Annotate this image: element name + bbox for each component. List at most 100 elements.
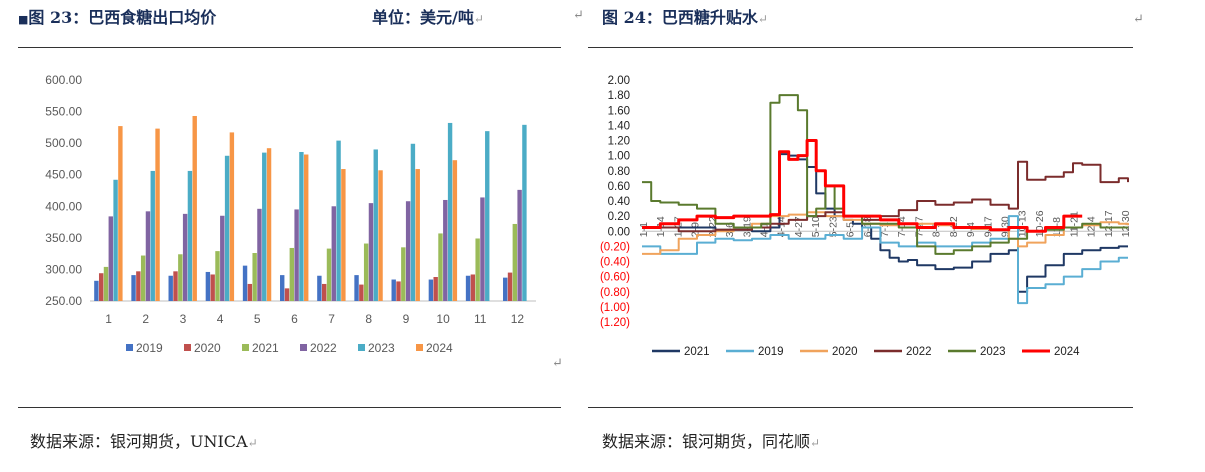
bar <box>168 275 173 301</box>
series-line <box>642 215 1128 305</box>
legend-label: 2022 <box>310 341 337 355</box>
series-line <box>642 139 1083 233</box>
x-tick-label: 5-23 <box>827 216 839 237</box>
bar <box>470 274 476 301</box>
bar <box>326 248 332 301</box>
x-tick-label: 11 <box>474 312 487 326</box>
series-line <box>642 160 1129 233</box>
legend-label: 2020 <box>832 346 858 358</box>
x-tick-label: 1-1 <box>638 222 650 237</box>
bar <box>113 179 118 301</box>
y-tick-label: 400.00 <box>45 199 82 213</box>
x-tick-label: 12-17 <box>1103 210 1115 237</box>
bar <box>354 275 359 301</box>
unit-label: 单位：美元/吨↵ <box>372 8 484 27</box>
y-tick-label: 1.60 <box>608 105 630 117</box>
bar <box>452 160 458 301</box>
legend-label: 2020 <box>194 341 221 355</box>
legend-swatch <box>358 344 365 351</box>
bar <box>522 124 527 302</box>
bar <box>363 243 369 301</box>
y-tick-label: 500.00 <box>45 136 82 150</box>
x-tick-label: 5-10 <box>810 216 822 237</box>
y-tick-label: (0.40) <box>600 257 630 269</box>
bar <box>145 211 151 301</box>
y-tick-label: 2.00 <box>608 75 630 87</box>
bottom-rule-left <box>18 407 561 408</box>
x-tick-label: 12 <box>511 312 525 326</box>
y-tick-label: 1.20 <box>608 136 630 148</box>
bar <box>205 271 211 301</box>
bar <box>480 197 485 301</box>
bar <box>368 203 374 301</box>
source-right: 数据来源：银河期货，同花顺↵ <box>602 432 821 451</box>
bar <box>131 275 136 301</box>
bar <box>140 255 146 301</box>
title-bullet: ■ <box>18 13 29 26</box>
legend-swatch <box>416 344 423 351</box>
bar <box>299 151 304 301</box>
x-tick-label: 2 <box>142 312 149 326</box>
y-tick-label: 0.60 <box>608 181 630 193</box>
x-tick-label: 4-27 <box>793 216 805 237</box>
legend-label: 2024 <box>1054 346 1080 358</box>
bar <box>401 247 406 301</box>
bar <box>294 209 299 301</box>
bar <box>512 223 518 301</box>
bar <box>405 201 411 301</box>
legend-label: 2019 <box>136 341 163 355</box>
bar <box>192 115 197 301</box>
return-mark-icon: ↵ <box>1133 12 1144 27</box>
x-tick-label: 6 <box>291 312 298 326</box>
x-tick-label: 2-9 <box>690 222 702 237</box>
y-tick-label: 300.00 <box>45 262 82 276</box>
bar <box>155 128 160 301</box>
x-tick-label: 1 <box>105 312 112 326</box>
bar <box>215 251 220 301</box>
y-tick-label: (0.60) <box>600 272 630 284</box>
y-tick-label: (0.20) <box>600 241 630 253</box>
y-tick-label: 450.00 <box>45 168 82 182</box>
bar <box>428 279 434 301</box>
y-tick-label: 0.40 <box>608 196 630 208</box>
legend-swatch <box>184 344 191 351</box>
legend-label: 2024 <box>426 341 453 355</box>
x-tick-label: 9 <box>403 312 410 326</box>
y-tick-label: 1.00 <box>608 151 630 163</box>
chart-title-left: ■图 23：巴西食糖出口均价 <box>18 4 216 28</box>
return-mark-icon: ↵ <box>573 8 584 23</box>
bar <box>173 271 178 301</box>
bar <box>465 275 471 301</box>
y-tick-label: 350.00 <box>45 231 82 245</box>
legend-swatch <box>126 344 133 351</box>
top-rule-left <box>18 47 561 48</box>
bar <box>503 277 508 301</box>
bar <box>280 275 285 301</box>
bar <box>118 126 123 301</box>
x-tick-label: 6-5 <box>845 222 857 237</box>
bar <box>517 189 522 301</box>
legend-swatch <box>300 344 307 351</box>
bar <box>321 283 327 301</box>
title-text-right: 图 24：巴西糖升贴水 <box>602 8 758 27</box>
bar <box>266 148 272 301</box>
x-tick-label: 7 <box>328 312 335 326</box>
y-tick-label: 0.00 <box>608 226 630 238</box>
bar <box>262 152 267 301</box>
x-tick-label: 12-4 <box>1086 216 1098 237</box>
bar <box>507 272 513 301</box>
x-tick-label: 9-4 <box>965 222 977 237</box>
bar <box>220 215 225 301</box>
bar <box>336 140 341 301</box>
bar-chart: 600.00 550.00 500.00 450.00 400.00 350.00 300.… <box>45 73 536 355</box>
bar <box>331 206 336 301</box>
series-line <box>642 153 1128 293</box>
bar <box>373 149 378 301</box>
legend-label: 2023 <box>980 346 1006 358</box>
y-tick-label: (0.80) <box>600 287 630 299</box>
return-mark-icon: ↵ <box>810 436 821 450</box>
bar <box>98 273 104 301</box>
x-tick-label: 4 <box>217 312 224 326</box>
bar <box>247 283 253 301</box>
legend-label: 2021 <box>252 341 279 355</box>
